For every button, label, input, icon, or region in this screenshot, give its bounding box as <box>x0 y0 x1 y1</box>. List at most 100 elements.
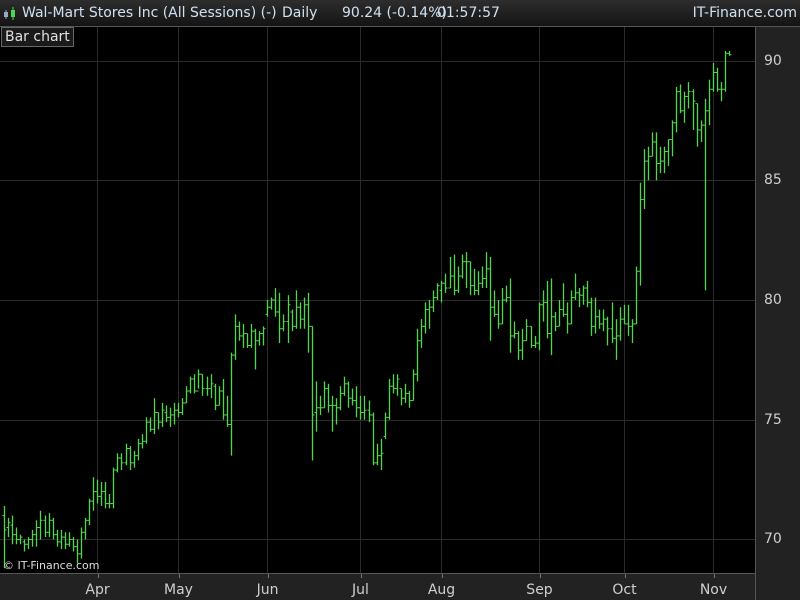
ohlc-bar <box>213 383 218 411</box>
ohlc-bar <box>119 453 124 471</box>
ohlc-bar <box>71 537 76 552</box>
ohlc-bar <box>496 300 501 329</box>
ohlc-bar <box>298 302 303 329</box>
ohlc-bar <box>188 376 193 394</box>
month-tick <box>97 574 99 578</box>
ohlc-bar <box>59 529 64 550</box>
month-label: Oct <box>612 582 637 598</box>
ohlc-bar <box>326 383 331 413</box>
time-axis[interactable]: Apr May Jun Jul Aug Sep Oct Nov <box>0 573 755 600</box>
ohlc-bar <box>63 532 68 550</box>
ohlc-bar <box>622 304 627 325</box>
chart-type-label[interactable]: Bar chart <box>1 27 74 47</box>
ohlc-bar <box>577 288 582 308</box>
ohlc-bar <box>674 86 679 133</box>
ohlc-bar <box>354 386 359 418</box>
quote-time: 01:57:57 <box>437 5 500 21</box>
ohlc-bar <box>391 374 396 394</box>
month-label: Apr <box>85 582 110 598</box>
ohlc-bar <box>711 62 716 92</box>
ohlc-bar <box>148 417 153 432</box>
ohlc-bar <box>180 398 185 415</box>
ohlc-bar <box>630 319 635 344</box>
ohlc-bar <box>650 132 655 157</box>
title-bar: Wal-Mart Stores Inc (All Sessions) (-) D… <box>0 0 800 27</box>
ohlc-bar <box>589 297 594 336</box>
ohlc-bar <box>115 453 120 473</box>
ohlc-bar <box>265 300 270 317</box>
ohlc-bar <box>75 539 80 564</box>
ohlc-bar <box>294 290 299 329</box>
ohlc-bar <box>346 381 351 408</box>
last-quote: 90.24 (-0.14%) <box>342 5 447 21</box>
ohlc-bar <box>322 381 327 409</box>
ohlc-bar <box>456 266 461 293</box>
ohlc-bar <box>435 283 440 300</box>
ohlc-bar <box>233 314 238 360</box>
ohlc-bar <box>164 405 169 423</box>
ohlc-bar <box>79 527 84 559</box>
month-label: Nov <box>699 582 728 598</box>
ohlc-bar <box>549 278 554 356</box>
ohlc-bar <box>610 302 615 344</box>
price-axis[interactable]: 70 75 80 85 90 <box>755 27 800 600</box>
ohlc-bar <box>468 261 473 296</box>
brand-link[interactable]: IT-Finance.com <box>692 5 797 21</box>
price-chart[interactable] <box>0 27 755 573</box>
ohlc-bar <box>678 84 683 114</box>
ohlc-bar <box>205 376 210 396</box>
ohlc-bar <box>196 369 201 392</box>
ohlc-bar <box>371 412 376 466</box>
ohlc-bar <box>107 493 112 509</box>
ohlc-bar <box>144 417 149 444</box>
ohlc-bar <box>87 498 92 526</box>
ohlc-bar <box>723 50 728 92</box>
ohlc-bar <box>443 273 448 293</box>
ohlc-bar <box>387 379 392 420</box>
ohlc-bar <box>727 50 732 56</box>
ohlc-bar <box>614 319 619 360</box>
ohlc-bar <box>140 434 145 449</box>
ohlc-bar <box>524 319 529 342</box>
ohlc-bar <box>484 252 489 289</box>
ohlc-bar <box>38 510 43 540</box>
ohlc-bar <box>573 273 578 300</box>
candlestick-icon <box>4 7 15 20</box>
ohlc-bar <box>22 539 27 552</box>
ohlc-bar <box>654 132 659 181</box>
ohlc-bar <box>184 386 189 404</box>
ohlc-bar <box>415 328 420 382</box>
ohlc-bar <box>448 256 453 289</box>
month-label: Aug <box>427 582 456 598</box>
month-tick <box>713 574 715 578</box>
ohlc-bar <box>290 309 295 332</box>
ohlc-bar <box>379 438 384 471</box>
ohlc-bar <box>30 529 35 547</box>
ohlc-bar <box>55 529 60 547</box>
ohlc-bar <box>200 373 205 396</box>
ohlc-bar <box>480 266 485 289</box>
ohlc-bar <box>593 297 598 334</box>
ohlc-bar <box>407 391 412 408</box>
ohlc-bar <box>686 82 691 109</box>
ohlc-bar <box>192 374 197 394</box>
ohlc-bar <box>302 297 307 329</box>
ohlc-bar <box>358 395 363 420</box>
ohlc-bar <box>403 383 408 403</box>
ohlc-bar <box>695 103 700 147</box>
ohlc-bar <box>136 438 141 461</box>
ohlc-bar <box>662 146 667 174</box>
ohlc-bar <box>18 534 23 545</box>
ohlc-bar <box>439 280 444 303</box>
interval-label[interactable]: Daily <box>282 5 318 21</box>
ohlc-bar <box>103 482 108 509</box>
ohlc-bar <box>492 290 497 317</box>
ohlc-bar <box>529 325 534 348</box>
ohlc-bar <box>715 67 720 92</box>
ohlc-bar <box>476 271 481 296</box>
ohlc-bar <box>124 443 129 466</box>
ohlc-bar <box>10 515 15 545</box>
ohlc-bar <box>209 374 214 399</box>
ohlc-bar <box>504 285 509 303</box>
price-tick-label: 70 <box>764 530 782 547</box>
